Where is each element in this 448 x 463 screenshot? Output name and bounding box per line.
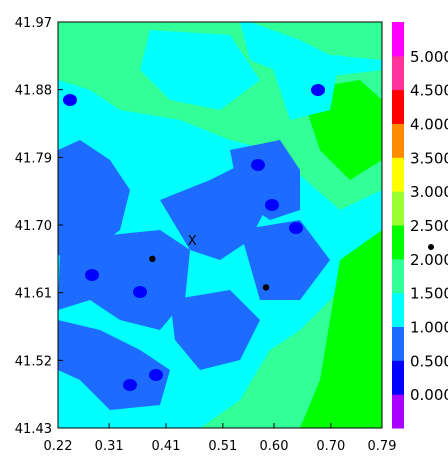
colorbar-swatch: [392, 225, 404, 260]
annotation-x: X: [188, 234, 197, 249]
colorbar-label: 1.000: [410, 319, 448, 337]
colorbar-label: 0.500: [410, 352, 448, 370]
colorbar-label: 2.000: [410, 251, 448, 269]
y-tick-label: 41.61: [15, 287, 52, 302]
colorbar-label: 3.500: [410, 149, 448, 167]
contour-band-0.0-0.5: [63, 94, 77, 106]
colorbar-label: 2.500: [410, 217, 448, 235]
y-tick-label: 41.43: [15, 422, 52, 437]
colorbar: [392, 22, 404, 429]
y-tick-label: 41.97: [15, 16, 52, 31]
contour-band-0.5-1.0: [240, 220, 330, 300]
colorbar-label: 5.000: [410, 48, 448, 66]
x-axis: 0.22 0.31 0.41 0.51 0.60 0.70 0.79: [44, 423, 397, 454]
contour-band-0.0-0.5: [123, 379, 137, 391]
colorbar-swatch: [392, 157, 404, 192]
colorbar-labels: 0.000 0.500 1.000 1.500 2.000 2.500 3.000 3.500…: [410, 48, 448, 404]
colorbar-swatch: [392, 191, 404, 226]
stray-dot-marker: [428, 244, 434, 250]
colorbar-label: 3.000: [410, 183, 448, 201]
y-axis: 41.97 41.88 41.79 41.70 41.61 41.52 41.43: [15, 16, 63, 437]
contour-band-0.5-1.0: [230, 140, 300, 220]
colorbar-label: 0.000: [410, 386, 448, 404]
colorbar-swatch: [392, 326, 404, 361]
colorbar-swatch: [392, 360, 404, 395]
contour-band-0.0-0.5: [85, 269, 99, 281]
colorbar-swatch: [392, 123, 404, 158]
x-tick-label: 0.31: [95, 439, 124, 454]
colorbar-swatch: [392, 22, 404, 57]
contour-band-0.0-0.5: [289, 222, 303, 234]
contour-band-0.0-0.5: [149, 369, 163, 381]
contour-band-1.0-1.5: [140, 30, 260, 110]
contour-band-0.5-1.0: [58, 320, 170, 410]
contour-band-0.5-1.0: [170, 290, 260, 370]
contour-band-1.0-1.5: [270, 55, 340, 120]
contour-band-1.5-2.0: [58, 22, 382, 210]
y-tick-label: 41.88: [15, 84, 52, 99]
contour-band-0.0-0.5: [265, 199, 279, 211]
colorbar-swatch: [392, 292, 404, 327]
colorbar-label: 4.500: [410, 82, 448, 100]
point-markers: [149, 255, 270, 291]
x-tick-label: 0.51: [208, 439, 237, 454]
contour-band-1.5-2.0: [250, 22, 382, 60]
colorbar-swatch: [392, 394, 404, 429]
point-marker: [149, 255, 156, 263]
colorbar-swatch: [392, 89, 404, 124]
x-tick-label: 0.60: [260, 439, 289, 454]
colorbar-label: 4.000: [410, 116, 448, 134]
contour-band-0.5-1.0: [58, 230, 190, 330]
y-tick-label: 41.79: [15, 151, 52, 166]
point-marker: [262, 284, 270, 291]
contour-field: [58, 22, 382, 428]
colorbar-swatch: [392, 258, 404, 294]
contour-band-0.0-0.5: [133, 286, 147, 298]
x-tick-label: 0.41: [152, 439, 181, 454]
contour-band-0.0-0.5: [251, 159, 265, 171]
y-tick-label: 41.52: [15, 354, 52, 369]
x-tick-label: 0.70: [316, 439, 345, 454]
contour-band-0.5-1.0: [58, 140, 130, 260]
contour-band-2.0-2.5: [300, 230, 382, 428]
colorbar-label: 1.500: [410, 285, 448, 303]
contour-band-0.0-0.5: [311, 84, 325, 96]
x-tick-label: 0.22: [44, 439, 73, 454]
y-tick-label: 41.70: [15, 219, 52, 234]
x-tick-label: 0.79: [368, 439, 397, 454]
colorbar-swatch: [392, 55, 404, 91]
